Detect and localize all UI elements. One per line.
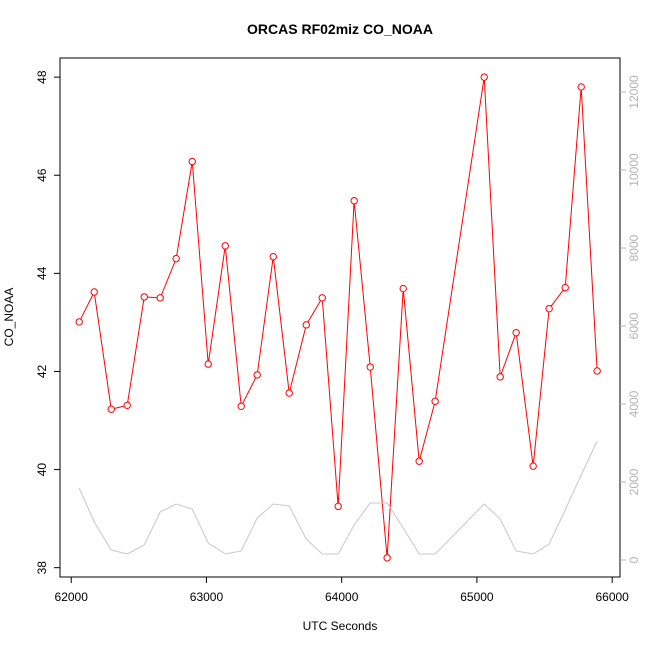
series-line xyxy=(78,77,598,558)
y2-tick-label: 0 xyxy=(627,556,641,563)
point xyxy=(237,402,245,410)
point xyxy=(399,284,407,293)
point xyxy=(285,389,293,397)
y-tick-label: 48 xyxy=(35,70,49,84)
y-axis-label: CO_NOAA xyxy=(2,288,16,347)
point xyxy=(334,502,342,511)
y2-tick-label: 8000 xyxy=(627,234,641,261)
y-tick-label: 38 xyxy=(35,561,49,575)
point xyxy=(156,294,164,302)
point xyxy=(431,397,439,406)
point xyxy=(318,294,326,302)
y-tick-label: 44 xyxy=(35,266,49,280)
x-tick-label: 64000 xyxy=(325,590,359,604)
point xyxy=(561,283,569,292)
y-tick-label: 42 xyxy=(35,364,49,378)
point xyxy=(545,304,553,313)
x-tick-label: 63000 xyxy=(190,590,224,604)
point xyxy=(123,401,131,410)
point xyxy=(593,367,601,375)
point xyxy=(269,252,277,261)
x-tick-label: 62000 xyxy=(55,590,89,604)
point xyxy=(90,288,98,296)
point xyxy=(529,462,537,470)
y2-tick-label: 2000 xyxy=(627,468,641,495)
point xyxy=(480,73,488,81)
y2-tick-label: 10000 xyxy=(627,153,641,187)
point xyxy=(577,83,585,91)
x-tick-label: 66000 xyxy=(595,590,629,604)
point xyxy=(172,254,180,263)
point xyxy=(512,329,520,337)
point xyxy=(75,318,83,326)
point xyxy=(107,405,115,413)
y2-tick-label: 6000 xyxy=(627,312,641,339)
point xyxy=(253,371,261,379)
series-line xyxy=(78,440,598,555)
chart-title: ORCAS RF02miz CO_NOAA xyxy=(247,21,433,37)
x-axis-label: UTC Seconds xyxy=(303,619,378,633)
x-tick-label: 65000 xyxy=(460,590,494,604)
y2-tick-label: 4000 xyxy=(627,390,641,417)
point xyxy=(140,293,148,301)
point xyxy=(496,373,504,381)
y-tick-label: 40 xyxy=(35,463,49,477)
y-tick-label: 46 xyxy=(35,168,49,182)
point xyxy=(204,360,212,368)
point xyxy=(188,157,196,166)
point xyxy=(221,242,229,250)
y2-tick-label: 12000 xyxy=(627,75,641,109)
point xyxy=(366,363,374,371)
plot-frame xyxy=(59,57,621,578)
point xyxy=(415,457,423,465)
point xyxy=(350,197,358,205)
point xyxy=(302,321,310,329)
point xyxy=(383,554,391,562)
